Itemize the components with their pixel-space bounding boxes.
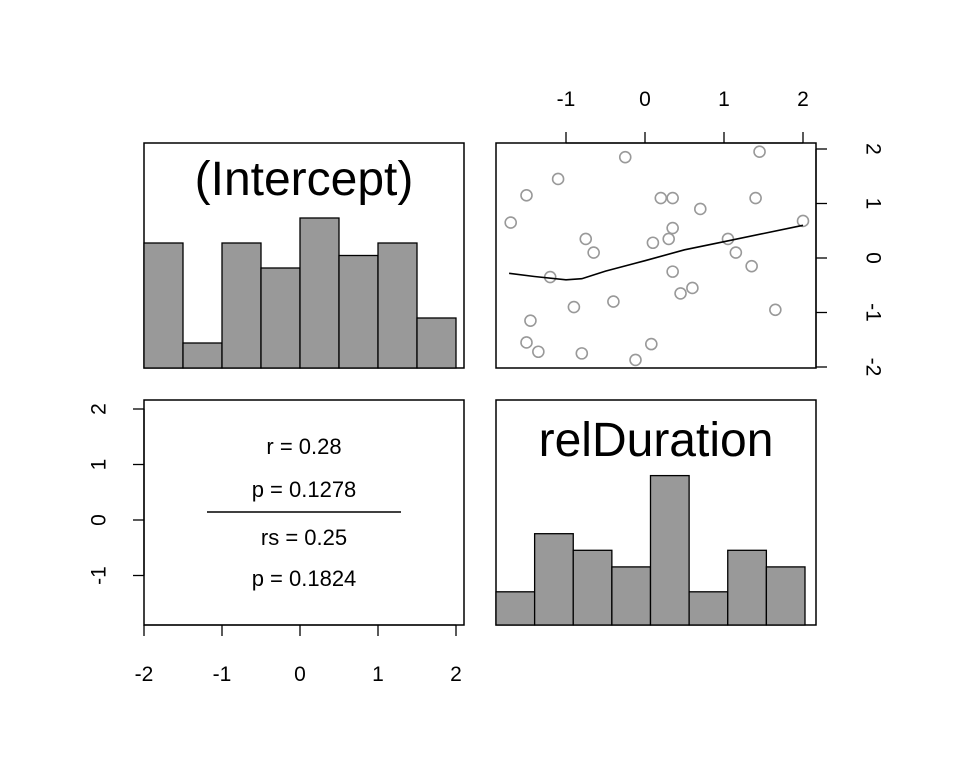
scatter-point: [674, 287, 687, 300]
scatter-point: [666, 265, 679, 278]
intercept-histogram-bar: [416, 317, 457, 369]
bottom-axis-tick-label: -1: [213, 663, 232, 686]
intercept-histogram-bar: [143, 242, 184, 369]
scatter-point: [721, 232, 735, 246]
relduration-histogram-bar: [572, 549, 613, 626]
intercept-histogram-bars: [143, 217, 457, 369]
scatter-points: [504, 145, 810, 367]
bottom-axis-tick-label: 0: [294, 663, 306, 686]
scatter-point: [520, 336, 533, 349]
scatter-point: [587, 246, 600, 259]
scatter-frame: [495, 142, 817, 369]
scatter-smooth-line: [508, 224, 804, 281]
bottom-axis-tick-label: -2: [135, 663, 154, 686]
right-axis-tick-label: 1: [861, 198, 884, 210]
scatter-point: [769, 303, 782, 317]
scatter-point: [749, 191, 762, 205]
bottom-axis-tick-label: 2: [450, 663, 462, 686]
scatter-point: [645, 337, 658, 351]
scatter-point: [654, 191, 668, 205]
top-axis-tick-label: -1: [557, 88, 576, 111]
relduration-histogram-bar: [611, 566, 652, 626]
right-axis-tick-label: 0: [861, 252, 884, 264]
scatter-point: [532, 345, 545, 359]
scatter-point: [524, 314, 537, 327]
top-axis-tick-label: 2: [797, 88, 809, 111]
scatter-point: [520, 189, 533, 202]
scatter-point: [567, 300, 581, 314]
relduration-histogram-bar: [533, 533, 574, 626]
intercept-histogram-bar: [299, 217, 340, 369]
pearson-p-text: p = 0.1278: [252, 477, 357, 502]
scatter-point: [745, 259, 758, 273]
left-axis-tick-label: -1: [88, 566, 111, 585]
top-axis-tick-label: 0: [639, 88, 651, 111]
spearman-p-text: p = 0.1824: [252, 566, 357, 591]
intercept-histogram-bar: [182, 342, 223, 369]
scatter-point: [579, 232, 593, 246]
scatter-point: [629, 353, 642, 367]
scatter-point: [753, 145, 766, 159]
intercept-panel-title: (Intercept): [195, 153, 414, 206]
scatter-point: [666, 221, 679, 235]
scatter-point: [729, 246, 743, 259]
scatter-point: [575, 347, 589, 360]
scatter-point: [693, 202, 707, 216]
relduration-histogram-bar: [727, 549, 768, 626]
relduration-histogram-bar: [765, 566, 806, 626]
intercept-histogram-bar: [377, 242, 418, 369]
relduration-histogram-bars: [495, 474, 806, 626]
scatter-point: [662, 232, 676, 246]
pearson-r-text: r = 0.28: [266, 434, 341, 459]
scatter-point: [607, 295, 620, 308]
left-axis-tick-label: 0: [88, 514, 111, 526]
spearman-rs-text: rs = 0.25: [261, 525, 347, 550]
axes: -1 0 1 2 -2 -1 0 1 2 -1 0 1 2 -2 -1 0 1 2: [88, 88, 885, 686]
bottom-axis-tick-label: 1: [372, 663, 384, 686]
relduration-histogram-bar: [649, 474, 690, 626]
right-axis-tick-label: 2: [861, 143, 884, 155]
left-axis-tick-label: 1: [88, 459, 111, 471]
intercept-histogram-bar: [338, 254, 379, 369]
top-axis-tick-label: 1: [718, 88, 730, 111]
scatter-point: [618, 150, 632, 164]
scatter-point: [686, 281, 699, 295]
scatter-point: [666, 191, 679, 205]
intercept-histogram-bar: [260, 267, 301, 369]
relduration-panel-title: relDuration: [539, 414, 774, 467]
scatter-point: [504, 216, 518, 229]
right-axis-tick-label: -2: [861, 358, 884, 377]
scatter-point: [551, 172, 565, 186]
relduration-histogram-bar: [688, 591, 729, 626]
scatter-point: [646, 236, 660, 250]
relduration-histogram-bar: [495, 591, 536, 626]
scatter-point: [796, 214, 810, 228]
left-axis-tick-label: 2: [88, 403, 111, 415]
intercept-histogram-bar: [221, 242, 262, 369]
right-axis-tick-label: -1: [861, 303, 884, 322]
